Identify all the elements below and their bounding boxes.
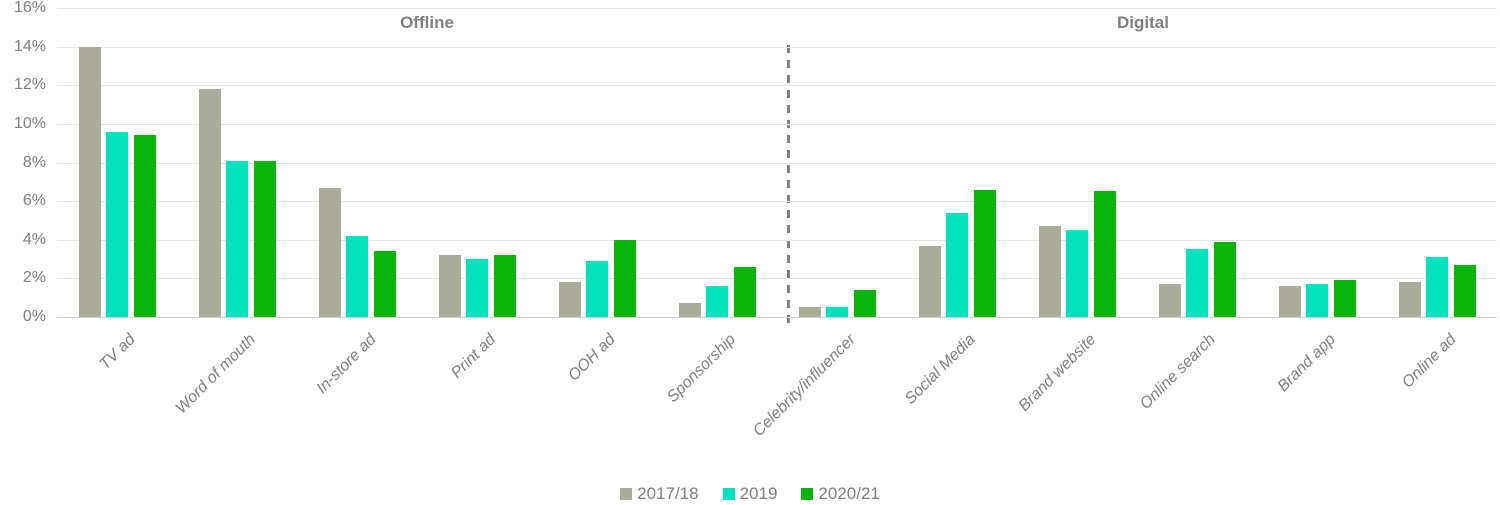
legend-label: 2020/21 [818,484,880,503]
y-axis-tick-label: 16% [13,0,46,16]
x-axis-category-label: Social Media [902,331,980,408]
bar-2019-Brand app [1306,284,1328,317]
bar-2019-Brand website [1066,230,1088,317]
legend-item-2017/18: 2017/18 [620,484,699,504]
x-axis-category-label: TV ad [96,331,140,374]
bar-2017/18-Sponsorship [678,303,701,317]
x-axis-category-label: Brand app [1274,331,1340,396]
bar-2020/21-Online ad [1453,264,1476,317]
bar-2017/18-Social Media [918,245,941,317]
bar-2020/21-Print ad [493,255,516,317]
bar-2020/21-Brand website [1093,191,1116,317]
section-header-offline: Offline [400,13,454,32]
legend-swatch-icon [801,488,814,500]
bar-2017/18-Online ad [1398,282,1421,317]
bar-2017/18-Brand app [1278,286,1301,317]
gridline [57,201,1497,203]
bar-2017/18-Word of mouth [198,89,221,317]
x-axis-category-label: Online ad [1398,331,1460,392]
x-axis-category-label: Online search [1137,331,1220,413]
bar-2019-Online ad [1426,257,1448,317]
bar-2017/18-In-store ad [318,187,341,317]
bar-2019-Print ad [466,259,488,317]
y-axis-tick-label: 6% [22,192,46,210]
bar-2017/18-Brand website [1038,226,1061,317]
gridline [57,278,1497,280]
bar-2020/21-Online search [1213,241,1236,317]
x-axis-category-label: Celebrity/influencer [750,331,860,440]
bar-2019-Word of mouth [226,160,248,317]
gridline [57,239,1497,241]
y-axis-tick-label: 12% [13,76,46,94]
y-axis-tick-label: 10% [13,114,46,132]
bar-2019-OOH ad [586,260,608,317]
legend-label: 2017/18 [637,484,699,503]
bar-2017/18-Celebrity/influencer [798,307,821,317]
bar-2017/18-TV ad [78,46,101,317]
bar-2017/18-OOH ad [558,282,581,317]
y-axis-tick-label: 4% [22,230,46,248]
bar-2019-In-store ad [346,235,368,317]
legend-swatch-icon [722,488,735,500]
bar-2020/21-TV ad [133,135,156,317]
x-axis-category-label: Word of mouth [172,331,260,418]
gridline [57,85,1497,87]
y-axis-tick-label: 8% [22,153,46,171]
bar-2020/21-Word of mouth [253,160,276,317]
x-axis-line [57,317,1497,318]
y-axis-tick-label: 14% [13,37,46,55]
y-axis-tick-label: 0% [22,308,46,325]
x-axis-category-label: In-store ad [312,331,380,398]
section-header-digital: Digital [1117,13,1169,32]
gridline [57,8,1497,9]
bar-2019-Online search [1186,249,1208,317]
bar-2020/21-Social Media [973,189,996,317]
bar-2020/21-Sponsorship [733,266,756,317]
gridline [57,123,1497,125]
legend-item-2020/21: 2020/21 [801,484,880,504]
x-axis-category-label: OOH ad [565,331,620,385]
bar-2019-TV ad [106,131,128,317]
x-axis-category-label: Print ad [448,331,500,383]
bar-2020/21-OOH ad [613,239,636,317]
bar-2019-Social Media [946,212,968,317]
bar-2017/18-Print ad [438,255,461,317]
bar-2020/21-Celebrity/influencer [853,289,876,317]
bar-2019-Celebrity/influencer [826,307,848,317]
x-axis-category-label: Sponsorship [664,331,740,406]
gridline [57,46,1497,48]
y-axis-tick-label: 2% [22,269,46,287]
legend-swatch-icon [620,488,633,500]
gridline [57,162,1497,164]
bar-2017/18-Online search [1158,284,1181,317]
legend-item-2019: 2019 [722,484,778,504]
bar-2019-Sponsorship [706,286,728,317]
legend: 2017/18 2019 2020/21 [0,484,1500,504]
section-divider-dashed-line [787,45,790,324]
legend-label: 2019 [739,484,778,503]
bar-2020/21-In-store ad [373,251,396,317]
x-axis-category-label: Brand website [1015,331,1100,415]
bar-2020/21-Brand app [1333,280,1356,317]
